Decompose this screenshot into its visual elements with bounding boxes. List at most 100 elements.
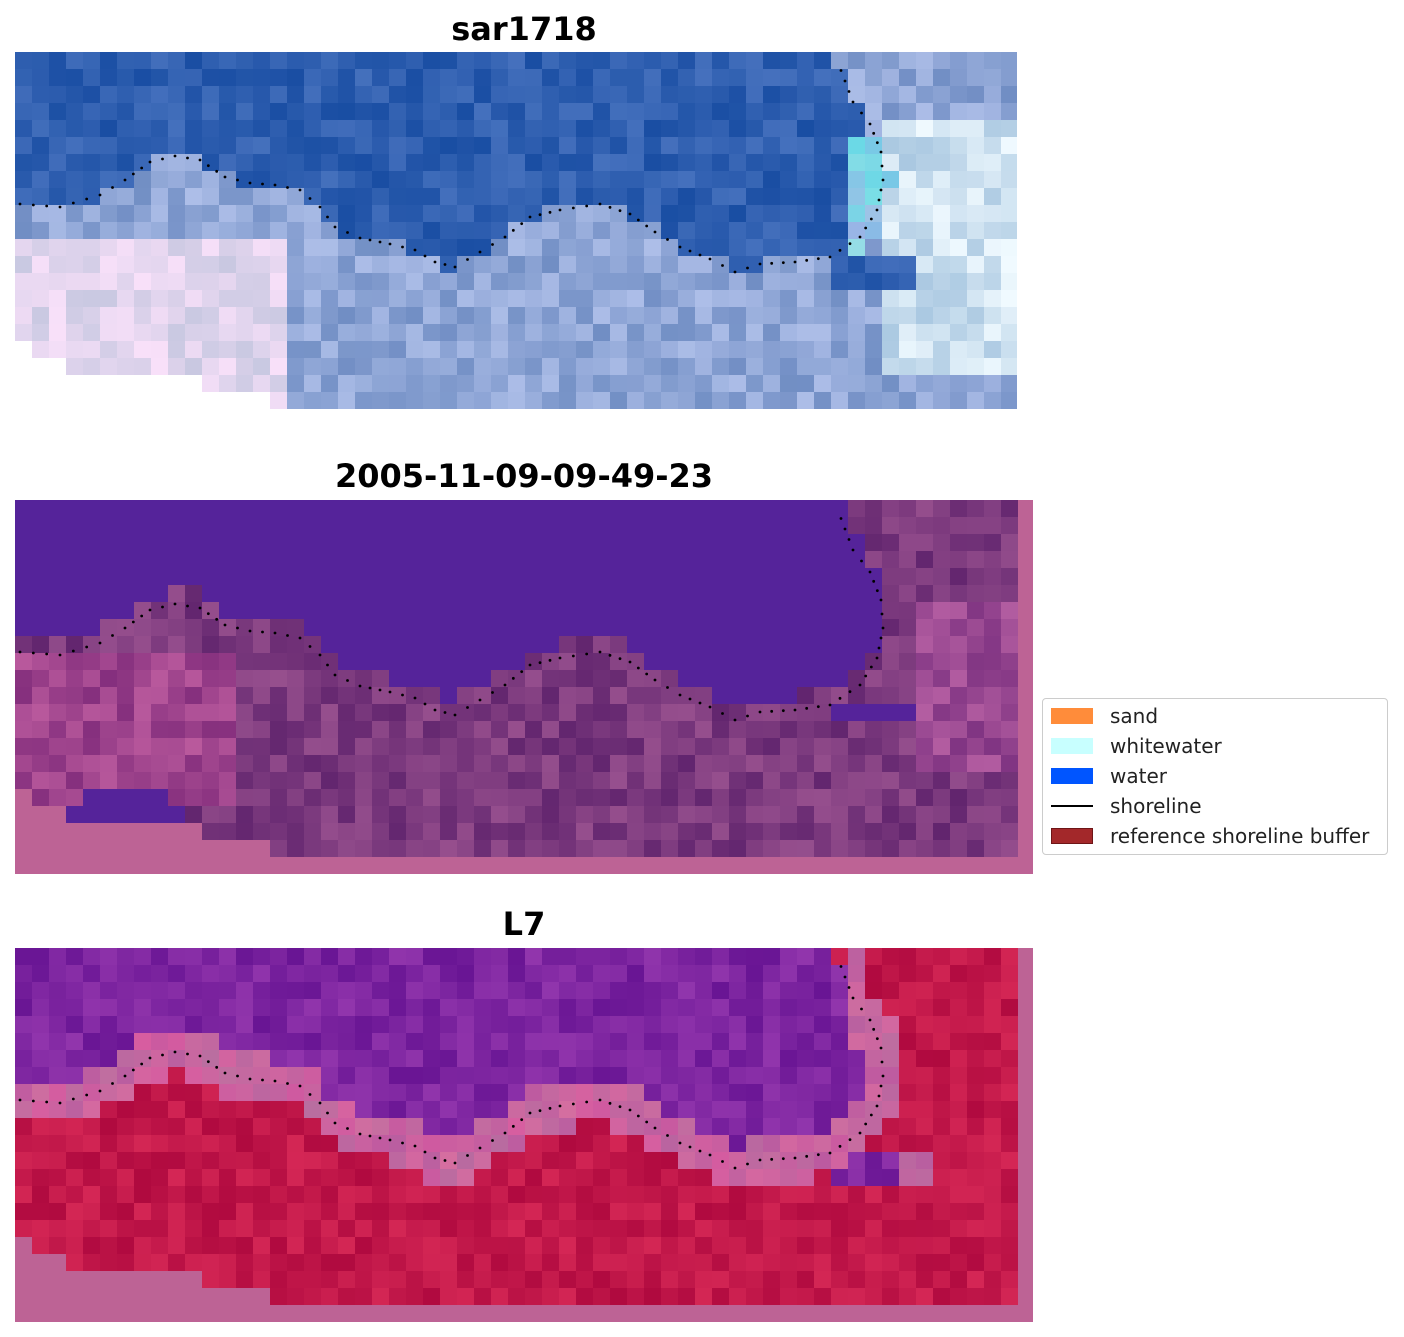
image-pixel [984,1016,1001,1033]
image-pixel [916,1016,933,1033]
land-pixel [644,704,661,721]
image-pixel [185,273,202,290]
image-pixel [253,1101,270,1118]
water-pixel [321,568,338,585]
water-pixel [372,602,389,619]
water-pixel [746,619,763,636]
land-pixel [933,517,950,534]
image-pixel [899,358,916,375]
image-pixel [644,1186,661,1203]
image-pixel [168,341,185,358]
image-pixel [746,358,763,375]
land-pixel [32,721,49,738]
image-pixel [610,324,627,341]
image-pixel [950,982,967,999]
image-pixel [525,1067,542,1084]
image-pixel [814,86,831,103]
land-pixel [865,534,882,551]
land-pixel [287,772,304,789]
image-pixel [117,239,134,256]
land-pixel [49,755,66,772]
image-pixel [83,222,100,239]
image-pixel [270,290,287,307]
image-pixel [780,982,797,999]
image-pixel [219,256,236,273]
image-pixel [610,120,627,137]
image-pixel [32,273,49,290]
image-pixel [933,52,950,69]
shoreline-dot [538,1109,542,1113]
water-pixel [729,653,746,670]
shoreline-dot [173,602,177,606]
land-pixel [933,619,950,636]
image-pixel [355,358,372,375]
image-pixel [797,1288,814,1305]
image-pixel [882,392,899,409]
land-pixel [950,602,967,619]
image-pixel [661,375,678,392]
image-pixel [916,188,933,205]
image-pixel [32,1050,49,1067]
water-pixel [525,619,542,636]
image-pixel [610,273,627,290]
image-pixel [49,69,66,86]
land-pixel [287,806,304,823]
image-pixel [661,171,678,188]
water-pixel [236,517,253,534]
water-pixel [644,653,661,670]
image-pixel [508,1237,525,1254]
image-pixel [899,171,916,188]
image-pixel [627,1271,644,1288]
image-pixel [236,256,253,273]
image-pixel [287,1254,304,1271]
image-pixel [287,256,304,273]
image-pixel [1001,52,1017,69]
image-pixel [49,171,66,188]
shoreline-dot [148,160,152,164]
image-pixel [984,965,1001,982]
land-pixel [933,704,950,721]
shoreline-dot [401,1141,404,1145]
land-pixel [355,789,372,806]
land-pixel [882,772,899,789]
image-pixel [644,982,661,999]
water-pixel [253,500,270,517]
image-pixel [423,103,440,120]
image-pixel [270,120,287,137]
shoreline-dot [85,197,89,201]
image-pixel [610,358,627,375]
image-pixel [457,392,474,409]
image-pixel [117,948,134,965]
image-pixel [270,1084,287,1101]
image-pixel [100,290,117,307]
image-pixel [797,1254,814,1271]
water-pixel [389,636,406,653]
image-pixel [185,324,202,341]
land-pixel [610,704,627,721]
image-pixel [32,1016,49,1033]
image-pixel [100,358,117,375]
image-pixel [814,137,831,154]
image-pixel [372,999,389,1016]
land-pixel [950,806,967,823]
image-pixel [542,1271,559,1288]
image-pixel [83,341,100,358]
image-pixel [610,1237,627,1254]
image-pixel [661,1016,678,1033]
image-pixel [100,1186,117,1203]
water-pixel [253,585,270,602]
image-pixel [117,188,134,205]
water-pixel [678,653,695,670]
land-pixel [610,721,627,738]
shoreline-dot [758,262,762,266]
land-pixel [151,653,168,670]
land-pixel [253,738,270,755]
image-pixel [763,375,780,392]
image-pixel [49,1220,66,1237]
image-pixel [593,69,610,86]
land-pixel [882,534,899,551]
image-pixel [797,375,814,392]
land-pixel [168,789,185,806]
image-pixel [678,1288,695,1305]
image-pixel [270,52,287,69]
